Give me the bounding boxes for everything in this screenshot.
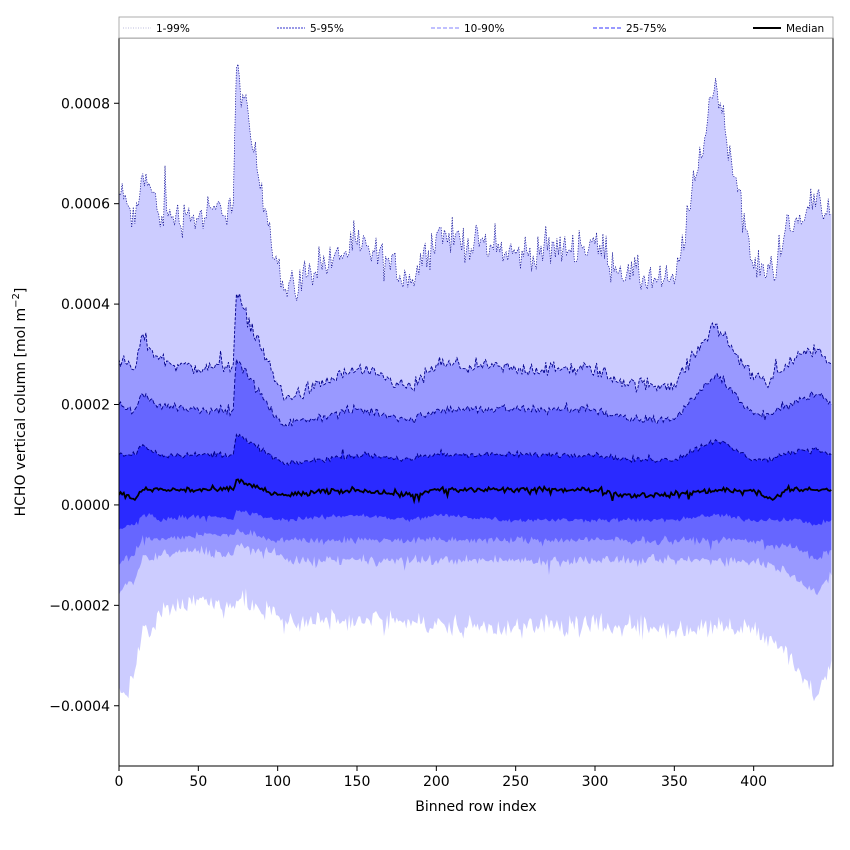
y-tick-label: 0.0004	[61, 297, 110, 313]
y-tick-label: 0.0000	[61, 498, 110, 514]
x-tick-label: 50	[189, 774, 207, 790]
x-tick-label: 150	[344, 774, 371, 790]
legend-frame	[118, 16, 834, 39]
y-tick-label: 0.0008	[61, 96, 110, 112]
y-tick-label: 0.0006	[61, 197, 110, 213]
legend-label: 1-99%	[156, 23, 190, 35]
percentile-bands	[119, 64, 832, 702]
legend-label: 25-75%	[626, 23, 667, 35]
x-axis-ticks: 0 50 100 150 200 250 300 350 400	[115, 766, 767, 790]
line-10-90-upper	[119, 359, 832, 428]
legend-label: Median	[786, 23, 824, 35]
x-tick-label: 100	[264, 774, 291, 790]
y-tick-label: −0.0002	[49, 598, 110, 614]
legend-label: 10-90%	[464, 23, 505, 35]
x-tick-label: 0	[115, 774, 124, 790]
line-1-99-upper	[119, 64, 832, 301]
line-5-95-upper	[119, 291, 832, 401]
y-axis-ticks: −0.0004 −0.0002 0.0000 0.0002 0.0004 0.0006 0.…	[49, 96, 119, 715]
x-tick-label: 350	[661, 774, 688, 790]
median-line	[119, 478, 832, 505]
band-25-75	[119, 434, 832, 531]
percentile-lines	[119, 64, 832, 505]
x-tick-label: 200	[423, 774, 450, 790]
x-tick-label: 400	[740, 774, 767, 790]
legend: 1-99% 5-95% 10-90% 25-75% Median	[118, 16, 834, 39]
x-tick-label: 300	[582, 774, 609, 790]
legend-label: 5-95%	[310, 23, 344, 35]
y-axis-label: HCHO vertical column [mol m−2]	[11, 288, 29, 517]
x-tick-label: 250	[502, 774, 529, 790]
y-tick-label: −0.0004	[49, 699, 110, 715]
line-25-75-upper	[119, 433, 832, 467]
y-tick-label: 0.0002	[61, 398, 110, 414]
x-axis-label: Binned row index	[415, 799, 536, 815]
